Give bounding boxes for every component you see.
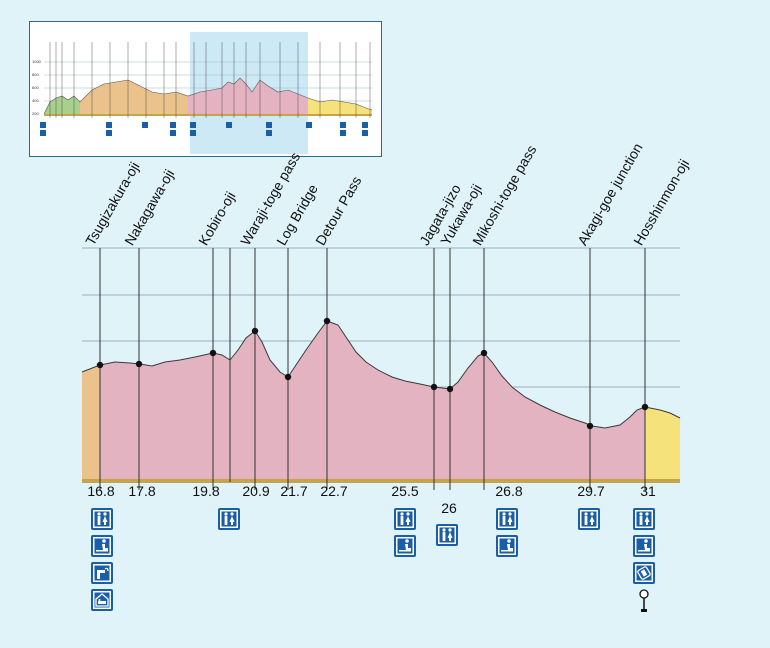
- distance-label: 26.8: [495, 483, 523, 499]
- minimap-ytick: 800: [32, 72, 39, 77]
- toilet-icon: [496, 508, 518, 530]
- toilet-icon: [218, 508, 240, 530]
- water-fountain-icon: [91, 562, 113, 584]
- distance-label: 16.8: [87, 483, 115, 499]
- minimap-ytick: 200: [32, 111, 39, 116]
- minimap-segment-orange: [80, 80, 188, 114]
- waypoint-dot: [586, 422, 594, 430]
- leader-lines: [99, 248, 646, 490]
- distance-label: 26: [441, 500, 457, 516]
- distance-label: 25.5: [391, 483, 419, 499]
- profile-segment-orange: [82, 365, 100, 482]
- waypoint-dot: [284, 373, 292, 381]
- minimap-ytick: 1000: [32, 59, 42, 64]
- waypoint-dot: [96, 361, 104, 369]
- waypoint-dot: [480, 349, 488, 357]
- toilet-icon: [436, 524, 458, 546]
- baseline-bar: [82, 479, 680, 483]
- toilet-icon: [578, 508, 600, 530]
- distance-label: 29.7: [577, 483, 605, 499]
- distance-label: 17.8: [128, 483, 156, 499]
- minimap-ytick: 400: [32, 98, 39, 103]
- waypoint-dot: [446, 385, 454, 393]
- waypoint-dot: [135, 360, 143, 368]
- distance-label: 19.8: [192, 483, 220, 499]
- toilet-icon: [91, 508, 113, 530]
- lodging-icon: [91, 589, 113, 611]
- minimap-chart: 1000 800 600 400 200: [32, 32, 373, 154]
- bench-icon: [633, 535, 655, 557]
- waypoint-dots: [96, 317, 649, 430]
- waypoint-dot: [430, 383, 438, 391]
- profile-segment-yellow: [645, 407, 680, 482]
- waypoint-dot: [641, 403, 649, 411]
- vending-machine-icon: [633, 562, 655, 584]
- distance-label: 20.9: [242, 483, 270, 499]
- toilet-icon: [394, 508, 416, 530]
- waypoint-dot: [209, 349, 217, 357]
- distance-label: 22.7: [320, 483, 348, 499]
- bench-icon: [496, 535, 518, 557]
- toilet-icon: [633, 508, 655, 530]
- profile-segment-pink: [100, 321, 645, 482]
- route-overview-minimap: 1000 800 600 400 200: [29, 21, 382, 157]
- distance-label: 21.7: [280, 483, 308, 499]
- bench-icon: [394, 535, 416, 557]
- waypoint-dot: [323, 317, 331, 325]
- bus-stop-icon: [638, 589, 650, 613]
- distance-label: 31: [640, 483, 656, 499]
- minimap-ytick: 600: [32, 85, 39, 90]
- bench-icon: [91, 535, 113, 557]
- waypoint-dot: [251, 327, 259, 335]
- minimap-segment-pink: [188, 78, 308, 114]
